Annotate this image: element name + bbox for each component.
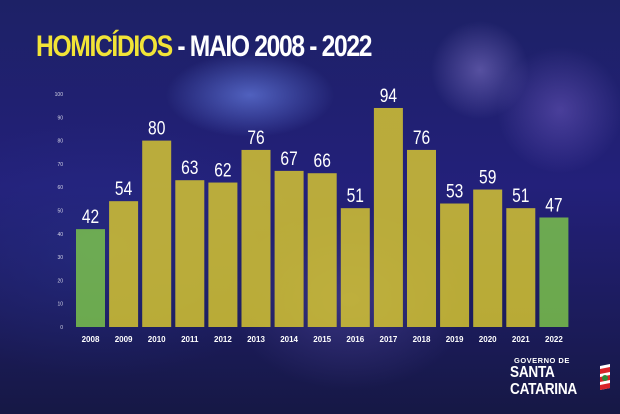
governo-santa-catarina-logo: GOVERNO DE SANTA CATARINA <box>510 356 610 402</box>
bar <box>109 201 139 327</box>
y-tick-label: 80 <box>57 139 63 145</box>
x-tick-label: 2016 <box>346 335 364 344</box>
x-tick-label: 2014 <box>280 335 298 344</box>
title-main: HOMICÍDIOS <box>36 30 173 63</box>
bar <box>440 203 470 327</box>
x-tick-label: 2013 <box>247 335 265 344</box>
y-tick-label: 70 <box>57 162 63 168</box>
x-tick-label: 2019 <box>446 335 464 344</box>
x-tick-label: 2020 <box>479 335 497 344</box>
bar <box>208 182 238 327</box>
y-tick-label: 40 <box>57 232 63 238</box>
bar <box>373 107 403 327</box>
title-subtitle: - MAIO 2008 - 2022 <box>171 30 372 63</box>
y-tick-label: 20 <box>57 278 63 284</box>
logo-text-catarina: CATARINA <box>510 381 577 398</box>
data-label: 67 <box>280 147 297 169</box>
bar <box>307 173 337 327</box>
data-label: 53 <box>446 180 463 202</box>
data-label: 62 <box>214 159 231 181</box>
data-label: 42 <box>82 206 99 228</box>
x-tick-label: 2017 <box>380 335 398 344</box>
flag-icon <box>600 364 610 390</box>
bar <box>175 180 205 327</box>
data-label: 76 <box>247 126 264 148</box>
x-tick-label: 2008 <box>82 335 100 344</box>
y-tick-label: 50 <box>57 209 63 215</box>
data-label: 63 <box>181 157 198 179</box>
data-label: 66 <box>314 150 331 172</box>
bar <box>340 208 370 327</box>
bar <box>473 189 503 327</box>
bar <box>76 229 105 327</box>
x-tick-label: 2009 <box>115 335 133 344</box>
data-label: 54 <box>115 178 133 200</box>
bar <box>506 208 536 327</box>
data-label: 47 <box>545 194 562 216</box>
data-label: 80 <box>148 117 165 139</box>
data-label: 76 <box>413 126 430 148</box>
y-tick-label: 60 <box>57 185 63 191</box>
chart-title: HOMICÍDIOS - MAIO 2008 - 2022 <box>36 30 372 64</box>
data-label: 59 <box>479 166 496 188</box>
x-tick-label: 2015 <box>313 335 331 344</box>
bar <box>539 217 569 327</box>
x-tick-label: 2012 <box>214 335 232 344</box>
x-tick-label: 2010 <box>148 335 166 344</box>
bar <box>142 140 172 327</box>
logo-text-santa: SANTA <box>510 364 555 381</box>
x-tick-label: 2018 <box>413 335 431 344</box>
y-tick-label: 100 <box>55 92 64 98</box>
logo-text-governo: GOVERNO DE <box>514 356 570 365</box>
data-label: 51 <box>347 185 364 207</box>
y-tick-label: 90 <box>57 115 63 121</box>
bar <box>241 149 271 327</box>
x-tick-label: 2022 <box>545 335 563 344</box>
y-tick-label: 0 <box>60 325 63 331</box>
data-label: 51 <box>512 185 529 207</box>
bar <box>407 149 436 327</box>
x-tick-label: 2011 <box>181 335 199 344</box>
x-tick-label: 2021 <box>512 335 530 344</box>
data-label: 94 <box>380 84 398 106</box>
y-tick-label: 30 <box>57 255 63 261</box>
bar <box>274 170 304 327</box>
y-tick-label: 10 <box>57 302 63 308</box>
